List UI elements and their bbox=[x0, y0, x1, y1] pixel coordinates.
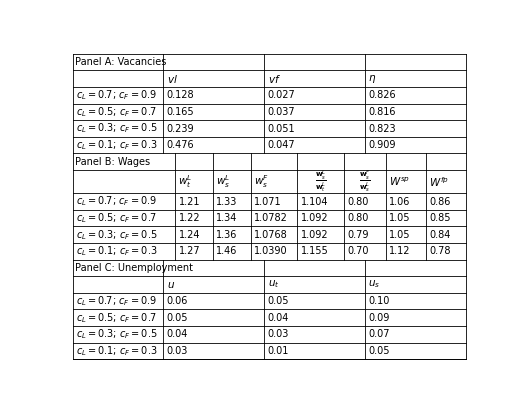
Text: $c_L=0.5$; $c_F=0.7$: $c_L=0.5$; $c_F=0.7$ bbox=[76, 211, 157, 225]
Text: 1.092: 1.092 bbox=[300, 230, 328, 240]
Text: 1.33: 1.33 bbox=[216, 197, 238, 207]
Text: 0.06: 0.06 bbox=[167, 296, 188, 306]
Text: $c_L=0.3$; $c_F=0.5$: $c_L=0.3$; $c_F=0.5$ bbox=[76, 121, 158, 135]
Text: 1.155: 1.155 bbox=[300, 246, 328, 256]
Text: $u$: $u$ bbox=[167, 280, 175, 290]
Text: $c_L=0.1$; $c_F=0.3$: $c_L=0.1$; $c_F=0.3$ bbox=[76, 245, 158, 258]
Text: 0.85: 0.85 bbox=[429, 213, 451, 223]
Text: 1.104: 1.104 bbox=[300, 197, 328, 207]
Text: 0.10: 0.10 bbox=[368, 296, 390, 306]
Text: 1.46: 1.46 bbox=[216, 246, 238, 256]
Text: 0.86: 0.86 bbox=[429, 197, 451, 207]
Text: $vl$: $vl$ bbox=[167, 73, 178, 85]
Text: 1.36: 1.36 bbox=[216, 230, 238, 240]
Text: 0.047: 0.047 bbox=[268, 140, 295, 150]
Text: 0.04: 0.04 bbox=[268, 313, 289, 323]
Text: $c_L=0.7$; $c_F=0.9$: $c_L=0.7$; $c_F=0.9$ bbox=[76, 294, 157, 308]
Text: 1.06: 1.06 bbox=[389, 197, 411, 207]
Text: 0.78: 0.78 bbox=[429, 246, 451, 256]
Text: 1.071: 1.071 bbox=[254, 197, 281, 207]
Text: 0.03: 0.03 bbox=[268, 329, 289, 339]
Text: 0.80: 0.80 bbox=[347, 197, 369, 207]
Text: 0.826: 0.826 bbox=[368, 90, 396, 100]
Text: 0.05: 0.05 bbox=[167, 313, 188, 323]
Text: 0.909: 0.909 bbox=[368, 140, 396, 150]
Text: 1.24: 1.24 bbox=[178, 230, 200, 240]
Text: 0.05: 0.05 bbox=[368, 346, 390, 356]
Text: Panel A: Vacancies: Panel A: Vacancies bbox=[75, 57, 167, 67]
Text: 0.037: 0.037 bbox=[268, 107, 295, 117]
Text: $W^{fp}$: $W^{fp}$ bbox=[429, 175, 449, 189]
Text: $u_s$: $u_s$ bbox=[368, 279, 381, 290]
Text: 0.09: 0.09 bbox=[368, 313, 390, 323]
Text: 1.05: 1.05 bbox=[389, 230, 411, 240]
Text: $c_L=0.5$; $c_F=0.7$: $c_L=0.5$; $c_F=0.7$ bbox=[76, 105, 157, 119]
Text: 0.027: 0.027 bbox=[268, 90, 295, 100]
Text: 0.79: 0.79 bbox=[347, 230, 369, 240]
Text: Panel B: Wages: Panel B: Wages bbox=[75, 157, 150, 167]
Text: 0.239: 0.239 bbox=[167, 124, 195, 133]
Text: 0.823: 0.823 bbox=[368, 124, 396, 133]
Text: $w_s^L$: $w_s^L$ bbox=[216, 173, 231, 190]
Text: 0.816: 0.816 bbox=[368, 107, 396, 117]
Text: 0.03: 0.03 bbox=[167, 346, 188, 356]
Text: 1.05: 1.05 bbox=[389, 213, 411, 223]
Text: 0.07: 0.07 bbox=[368, 329, 390, 339]
Text: 0.165: 0.165 bbox=[167, 107, 195, 117]
Text: 1.34: 1.34 bbox=[216, 213, 238, 223]
Text: $W^{sp}$: $W^{sp}$ bbox=[389, 175, 410, 188]
Text: $c_L=0.1$; $c_F=0.3$: $c_L=0.1$; $c_F=0.3$ bbox=[76, 138, 158, 152]
Text: $c_L=0.1$; $c_F=0.3$: $c_L=0.1$; $c_F=0.3$ bbox=[76, 344, 158, 358]
Text: 0.04: 0.04 bbox=[167, 329, 188, 339]
Text: 1.21: 1.21 bbox=[178, 197, 200, 207]
Text: $vf$: $vf$ bbox=[268, 73, 281, 85]
Text: $c_L=0.7$; $c_F=0.9$: $c_L=0.7$; $c_F=0.9$ bbox=[76, 195, 157, 209]
Text: 1.092: 1.092 bbox=[300, 213, 328, 223]
Text: 0.70: 0.70 bbox=[347, 246, 369, 256]
Text: 0.051: 0.051 bbox=[268, 124, 295, 133]
Text: $c_L=0.5$; $c_F=0.7$: $c_L=0.5$; $c_F=0.7$ bbox=[76, 311, 157, 325]
Text: $\frac{\mathbf{w}_s^L}{\mathbf{w}_t^L}$: $\frac{\mathbf{w}_s^L}{\mathbf{w}_t^L}$ bbox=[315, 169, 327, 194]
Text: $c_L=0.3$; $c_F=0.5$: $c_L=0.3$; $c_F=0.5$ bbox=[76, 328, 158, 341]
Text: 0.05: 0.05 bbox=[268, 296, 289, 306]
Text: $c_L=0.7$; $c_F=0.9$: $c_L=0.7$; $c_F=0.9$ bbox=[76, 88, 157, 102]
Text: 1.0768: 1.0768 bbox=[254, 230, 288, 240]
Text: 1.0782: 1.0782 bbox=[254, 213, 288, 223]
Text: 1.12: 1.12 bbox=[389, 246, 411, 256]
Text: 0.128: 0.128 bbox=[167, 90, 195, 100]
Text: 0.84: 0.84 bbox=[429, 230, 451, 240]
Text: 1.22: 1.22 bbox=[178, 213, 200, 223]
Text: 0.80: 0.80 bbox=[347, 213, 369, 223]
Text: $\eta$: $\eta$ bbox=[368, 73, 377, 85]
Text: $c_L=0.3$; $c_F=0.5$: $c_L=0.3$; $c_F=0.5$ bbox=[76, 228, 158, 242]
Text: 0.01: 0.01 bbox=[268, 346, 289, 356]
Text: 1.0390: 1.0390 bbox=[254, 246, 288, 256]
Text: 0.476: 0.476 bbox=[167, 140, 195, 150]
Text: Panel C: Unemployment: Panel C: Unemployment bbox=[75, 263, 193, 273]
Text: 1.27: 1.27 bbox=[178, 246, 200, 256]
Text: $w_t^L$: $w_t^L$ bbox=[178, 173, 193, 190]
Text: $w_s^F$: $w_s^F$ bbox=[254, 173, 269, 190]
Text: $u_t$: $u_t$ bbox=[268, 279, 279, 290]
Text: $\frac{\mathbf{w}_s^F}{\mathbf{w}_s^L}$: $\frac{\mathbf{w}_s^F}{\mathbf{w}_s^L}$ bbox=[359, 169, 371, 194]
